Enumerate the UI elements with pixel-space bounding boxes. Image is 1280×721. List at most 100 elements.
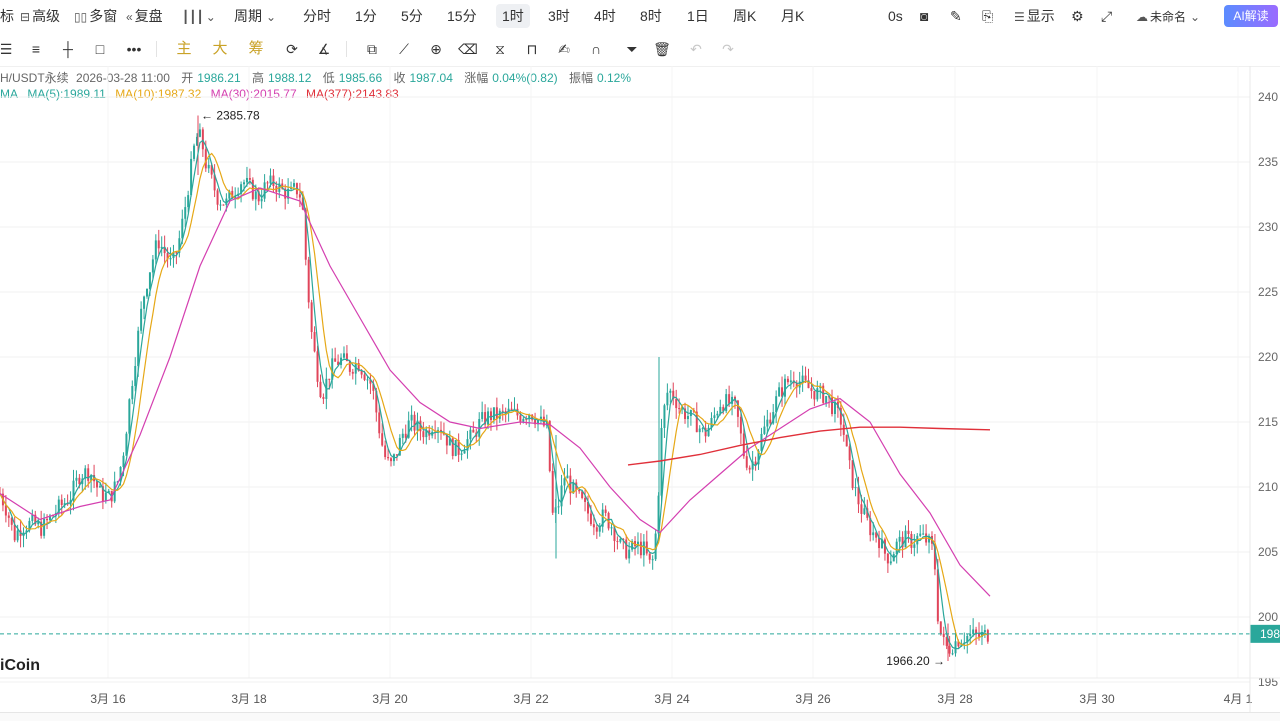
candle-body xyxy=(366,379,369,381)
candle-body xyxy=(539,416,542,420)
period-dropdown[interactable]: 周期 ⌄ xyxy=(234,0,278,32)
main-indicator-button[interactable]: 主 xyxy=(176,40,192,57)
indicator-menu-partial[interactable]: 标 xyxy=(0,8,14,24)
candle-body xyxy=(722,406,725,412)
trash-icon[interactable]: 🗑 xyxy=(653,41,671,57)
settings-gear-icon[interactable]: ⚙ xyxy=(1071,8,1084,24)
interval-1h[interactable]: 1时 xyxy=(496,4,530,28)
zoom-in-icon[interactable]: ⊕ xyxy=(430,41,442,57)
list-icon: ☰ xyxy=(1014,10,1025,24)
candle-body xyxy=(304,209,307,260)
edit-doc-icon[interactable]: ✍ xyxy=(558,41,570,57)
copy-icon[interactable]: ⧉ xyxy=(367,41,377,57)
candle-body xyxy=(140,308,143,331)
display-button[interactable]: ☰ 显示 xyxy=(1014,0,1055,32)
candle-body xyxy=(348,361,351,372)
candle-body xyxy=(869,517,872,536)
ai-interpret-button[interactable]: AI解读 xyxy=(1224,5,1278,27)
price-chart[interactable]: 198 ← 2385.78 1966.20 → 240 235 230 225 220 215… xyxy=(0,66,1280,712)
candle-body xyxy=(398,437,401,456)
candle-body xyxy=(654,533,657,560)
candle-body xyxy=(695,411,698,433)
candle-body xyxy=(84,468,87,479)
candle-body xyxy=(807,380,810,389)
candle-body xyxy=(90,474,93,481)
candles xyxy=(0,115,989,661)
candle-body xyxy=(675,398,678,409)
more-dots-icon[interactable]: ••• xyxy=(126,41,142,57)
interval-3h[interactable]: 3时 xyxy=(548,8,570,24)
interval-8h[interactable]: 8时 xyxy=(640,8,662,24)
menu-icon[interactable]: ☰ xyxy=(0,41,13,57)
candle-body xyxy=(719,406,722,414)
candle-body xyxy=(137,330,140,367)
bar-style-button[interactable]: ┃┃┃ ⌄ xyxy=(182,0,218,32)
candle-body xyxy=(604,509,607,513)
candle-body xyxy=(898,536,901,542)
candle-body xyxy=(151,259,154,273)
candle-body xyxy=(534,419,537,425)
eraser-icon[interactable]: ⌫ xyxy=(458,41,478,57)
replay-button[interactable]: «复盘 xyxy=(126,0,163,32)
interval-month[interactable]: 月K xyxy=(781,8,805,24)
candle-body xyxy=(213,174,216,191)
candle-body xyxy=(31,514,34,521)
candle-body xyxy=(181,218,184,239)
rectangle-icon[interactable]: □ xyxy=(95,41,105,57)
candle-body xyxy=(351,371,354,374)
x-tick-label: 3月 24 xyxy=(654,692,690,706)
camera-icon[interactable]: ◙ xyxy=(920,8,929,24)
interval-1m[interactable]: 1分 xyxy=(355,8,377,24)
big-order-button[interactable]: 大 xyxy=(212,40,228,57)
horizontal-line-icon[interactable]: ┼ xyxy=(63,41,73,57)
candle-body xyxy=(504,411,507,413)
sync-icon[interactable]: ⟳ xyxy=(286,41,298,57)
alert-icon[interactable]: ⎘ xyxy=(982,8,994,24)
filter-icon[interactable]: ⏷ xyxy=(626,41,638,57)
advanced-button[interactable]: ⊟ 高级 xyxy=(20,0,60,32)
candle-body xyxy=(331,358,334,380)
interval-1d[interactable]: 1日 xyxy=(687,8,709,24)
candle-body xyxy=(492,407,495,421)
candle-body xyxy=(231,190,234,199)
chip-distribution-button[interactable]: 筹 xyxy=(248,40,264,57)
y-tick-label: 210 xyxy=(1258,480,1278,494)
min-price-label: 1966.20 → xyxy=(886,654,945,668)
magnet-icon[interactable]: ∩ xyxy=(590,41,602,57)
candle-body xyxy=(660,427,663,496)
candle-body xyxy=(548,420,551,471)
layout-name-label: 未命名 xyxy=(1150,10,1187,24)
candle-body xyxy=(28,520,31,531)
interval-15m[interactable]: 15分 xyxy=(447,8,477,24)
candle-body xyxy=(66,503,69,505)
candle-body xyxy=(119,466,122,482)
interval-5m[interactable]: 5分 xyxy=(401,8,423,24)
fullscreen-icon[interactable]: ⤢ xyxy=(1101,8,1113,24)
interval-fenshi[interactable]: 分时 xyxy=(303,8,331,24)
draw-pen-icon[interactable]: ✎ xyxy=(950,8,962,24)
ma377-line xyxy=(627,426,991,466)
candle-body xyxy=(190,158,193,196)
list-lines-icon[interactable]: ≡ xyxy=(31,41,41,57)
pattern-icon[interactable]: ⧖ xyxy=(495,41,505,57)
interval-week[interactable]: 周K xyxy=(733,8,757,24)
lock-icon[interactable]: ⊓ xyxy=(526,41,538,57)
x-tick-label: 3月 16 xyxy=(90,692,126,706)
candle-body xyxy=(372,383,375,391)
candle-body xyxy=(248,177,251,180)
candle-body xyxy=(928,535,931,543)
measure-icon[interactable]: ∡ xyxy=(317,41,331,57)
candle-body xyxy=(210,164,213,175)
interval-4h[interactable]: 4时 xyxy=(594,8,616,24)
candle-body xyxy=(219,204,222,206)
layout-dropdown[interactable]: ☁ 未命名 ⌄ xyxy=(1136,0,1202,32)
candle-body xyxy=(704,428,707,437)
redo-icon[interactable]: ↷ xyxy=(722,41,734,57)
candle-body xyxy=(766,419,769,427)
undo-icon[interactable]: ↶ xyxy=(690,41,702,57)
candle-body xyxy=(736,400,739,417)
multi-window-button[interactable]: ▯▯ 多窗 xyxy=(74,0,117,32)
ruler-icon[interactable]: ⟋ xyxy=(399,41,409,57)
replay-label: 复盘 xyxy=(134,8,163,24)
close-value: 1987.04 xyxy=(409,71,453,85)
